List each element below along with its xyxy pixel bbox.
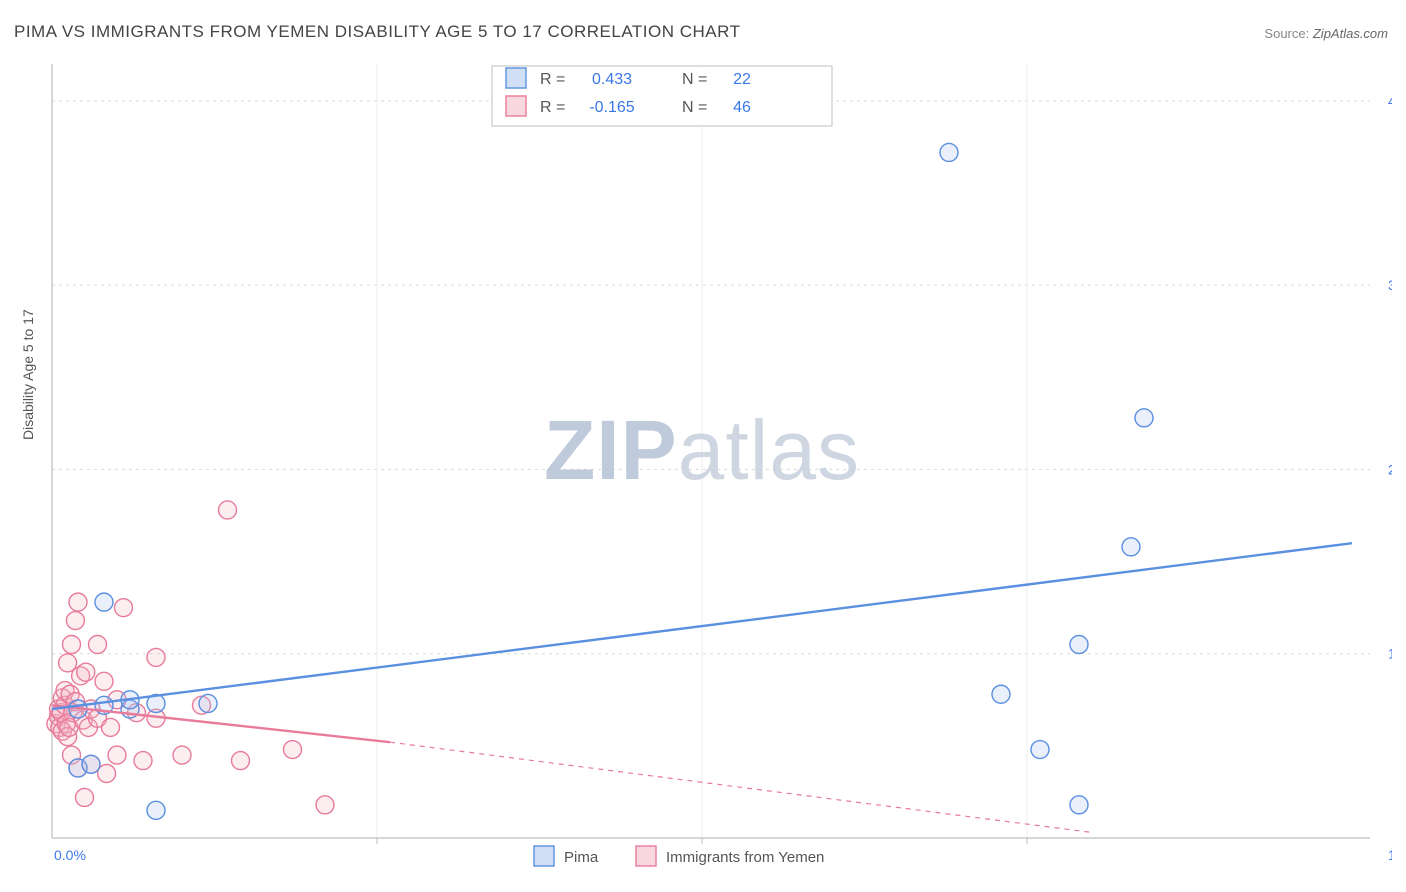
data-point — [199, 694, 217, 712]
data-point — [940, 143, 958, 161]
data-point — [95, 593, 113, 611]
data-point — [108, 746, 126, 764]
legend-r-label: R = — [540, 71, 565, 88]
legend-swatch — [506, 68, 526, 88]
data-point — [1070, 636, 1088, 654]
data-point — [76, 788, 94, 806]
legend-n-label: N = — [682, 99, 707, 116]
data-point — [284, 741, 302, 759]
data-point — [173, 746, 191, 764]
data-point — [147, 648, 165, 666]
data-point — [134, 752, 152, 770]
data-point — [316, 796, 334, 814]
chart-title: PIMA VS IMMIGRANTS FROM YEMEN DISABILITY… — [14, 22, 741, 42]
data-point — [1135, 409, 1153, 427]
y-tick-label: 30.0% — [1388, 277, 1392, 293]
scatter-chart-svg: 10.0% 20.0% 30.0% 40.0% 0.0% 100.0% ZIPatlas R … — [44, 58, 1392, 888]
data-point — [147, 801, 165, 819]
y-tick-label: 40.0% — [1388, 93, 1392, 109]
data-point — [1122, 538, 1140, 556]
data-point — [115, 599, 133, 617]
legend-swatch — [506, 96, 526, 116]
data-point — [77, 663, 95, 681]
legend-r-value: -0.165 — [589, 99, 634, 116]
legend-swatch — [534, 846, 554, 866]
data-point — [232, 752, 250, 770]
x-tick-label: 100.0% — [1388, 847, 1392, 863]
legend-n-value: 22 — [733, 71, 751, 88]
data-point — [89, 636, 107, 654]
data-point — [66, 612, 84, 630]
data-point — [63, 636, 81, 654]
data-point — [82, 755, 100, 773]
watermark: ZIPatlas — [544, 403, 860, 497]
data-point — [992, 685, 1010, 703]
data-point — [1070, 796, 1088, 814]
source-value: ZipAtlas.com — [1313, 26, 1388, 41]
data-point — [219, 501, 237, 519]
legend-r-label: R = — [540, 99, 565, 116]
legend-n-value: 46 — [733, 99, 751, 116]
x-tick-label: 0.0% — [54, 847, 86, 863]
data-point — [98, 765, 116, 783]
data-point — [1031, 741, 1049, 759]
data-point — [69, 593, 87, 611]
y-axis-label: Disability Age 5 to 17 — [20, 309, 36, 440]
legend-swatch — [636, 846, 656, 866]
legend-label: Immigrants from Yemen — [666, 849, 824, 866]
legend-r-value: 0.433 — [592, 71, 632, 88]
regression-line — [390, 742, 1092, 832]
y-tick-label: 10.0% — [1388, 646, 1392, 662]
legend-n-label: N = — [682, 71, 707, 88]
source-attribution: Source: ZipAtlas.com — [1264, 26, 1388, 41]
source-label: Source: — [1264, 26, 1309, 41]
chart-area: 10.0% 20.0% 30.0% 40.0% 0.0% 100.0% ZIPatlas R … — [44, 58, 1392, 866]
data-point — [95, 672, 113, 690]
y-tick-label: 20.0% — [1388, 461, 1392, 477]
legend-label: Pima — [564, 849, 599, 866]
series-legend: Pima Immigrants from Yemen — [534, 846, 824, 866]
data-point — [102, 718, 120, 736]
